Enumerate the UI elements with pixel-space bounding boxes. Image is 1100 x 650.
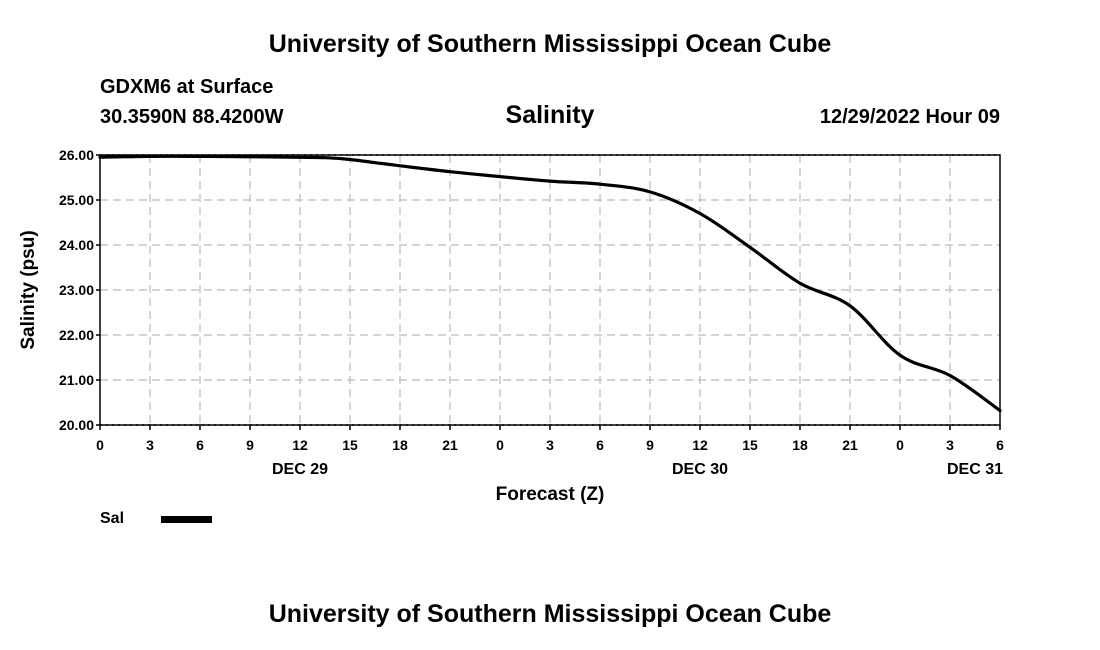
x-tick-label: 6 bbox=[996, 437, 1004, 453]
station-coordinates: 30.3590N 88.4200W bbox=[100, 106, 284, 128]
y-tick-label: 25.00 bbox=[59, 192, 94, 208]
legend-swatch-sal bbox=[161, 516, 212, 523]
axis-ticks: 20.00 21.00 22.00 23.00 24.00 25.00 26.00 0 3 6 9 1… bbox=[59, 147, 1004, 478]
x-tick-label: 3 bbox=[146, 437, 154, 453]
grid-lines bbox=[100, 154, 1000, 426]
x-tick-label: 0 bbox=[496, 437, 504, 453]
x-date-label: DEC 30 bbox=[672, 461, 728, 478]
x-date-label: DEC 31 bbox=[947, 461, 1003, 478]
x-tick-label: 12 bbox=[292, 437, 308, 453]
x-tick-label: 18 bbox=[392, 437, 408, 453]
x-tick-label: 21 bbox=[842, 437, 858, 453]
x-tick-label: 3 bbox=[946, 437, 954, 453]
forecast-timestamp: 12/29/2022 Hour 09 bbox=[819, 106, 1000, 128]
x-tick-label: 6 bbox=[196, 437, 204, 453]
y-tick-label: 23.00 bbox=[59, 282, 94, 298]
x-tick-label: 15 bbox=[342, 437, 358, 453]
x-axis-label: Forecast (Z) bbox=[496, 484, 605, 505]
y-tick-label: 22.00 bbox=[59, 327, 94, 343]
x-tick-label: 6 bbox=[596, 437, 604, 453]
top-title: University of Southern Mississippi Ocean… bbox=[268, 30, 832, 58]
x-tick-label: 18 bbox=[792, 437, 808, 453]
x-tick-label: 9 bbox=[246, 437, 254, 453]
y-tick-label: 21.00 bbox=[59, 372, 94, 388]
y-tick-label: 24.00 bbox=[59, 237, 94, 253]
x-tick-label: 15 bbox=[742, 437, 758, 453]
x-tick-label: 0 bbox=[96, 437, 104, 453]
legend-label: Sal bbox=[100, 510, 125, 527]
x-tick-label: 0 bbox=[896, 437, 904, 453]
series-line-sal bbox=[98, 154, 1002, 413]
salinity-chart: 20.00 21.00 22.00 23.00 24.00 25.00 26.00 0 3 6 9 1… bbox=[18, 147, 1004, 505]
x-tick-label: 12 bbox=[692, 437, 708, 453]
x-tick-label: 3 bbox=[546, 437, 554, 453]
x-tick-label: 9 bbox=[646, 437, 654, 453]
y-tick-label: 26.00 bbox=[59, 147, 94, 163]
x-date-label: DEC 29 bbox=[272, 461, 328, 478]
station-label: GDXM6 at Surface bbox=[100, 76, 274, 98]
x-tick-label: 21 bbox=[442, 437, 458, 453]
bottom-title: University of Southern Mississippi Ocean… bbox=[268, 600, 832, 628]
y-tick-label: 20.00 bbox=[59, 417, 94, 433]
chart-title: Salinity bbox=[505, 101, 595, 129]
y-axis-label: Salinity (psu) bbox=[18, 230, 39, 349]
